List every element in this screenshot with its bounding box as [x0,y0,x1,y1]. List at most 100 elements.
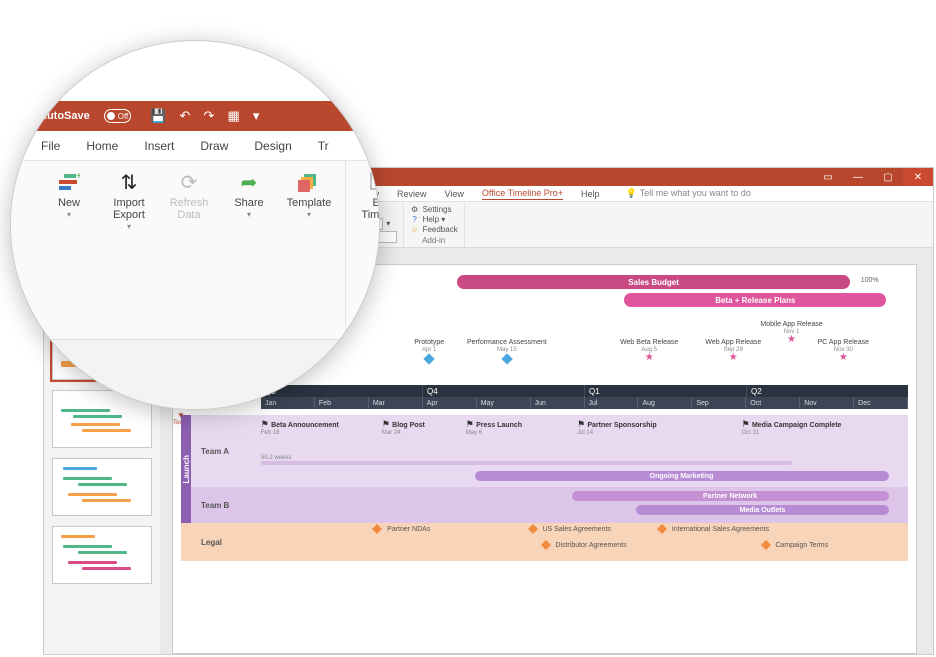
qat-more-icon[interactable]: ▾ [253,108,260,123]
refresh-icon: ⟳ [181,169,198,195]
help-icon: ? [410,215,420,224]
feedback-icon: ☺ [410,225,420,234]
zoom-ribbon-group-edit: Edit Timeline Edi Da [346,161,380,339]
zoom-tab-design[interactable]: Design [254,139,291,153]
sales-budget-bar: Sales Budget [457,275,850,289]
thumbnail-5[interactable] [52,526,152,584]
undo-icon[interactable]: ↶ [180,108,191,123]
svg-text:+: + [76,172,80,182]
beta-release-bar: Beta + Release Plans [624,293,886,307]
month-cell: Aug [638,397,692,409]
legal-diamond [373,524,383,534]
legal-diamond-label: Distributor Agreements [555,542,626,549]
legal-diamond [528,524,538,534]
milestone: Mobile App ReleaseNov 1★ [760,321,822,345]
zoom-titlebar: AutoSave Off 💾 ↶ ↷ ▦ ▾ [11,101,379,131]
addin-caption: Add-in [410,236,458,245]
new-icon: + [58,169,80,195]
team-a-track-bar [261,461,792,465]
month-cell: Jun [531,397,585,409]
swimlanes: Launch Team A ⚑ Beta AnnouncementFeb 18⚑… [181,415,908,645]
flag-milestone: ⚑ Press LaunchMay 6 [466,419,522,436]
share-icon: ➦ [241,169,258,195]
milestone: Web App ReleaseSep 29★ [705,339,761,363]
sales-budget-percent: 100% [861,277,879,284]
sales-budget-label: Sales Budget [457,275,850,289]
settings-icon: ⚙ [410,205,420,214]
tab-review[interactable]: Review [397,189,427,199]
feedback-button[interactable]: Feedback [423,225,458,234]
milestone: PrototypeApr 1 [414,339,444,363]
launch-lane: Launch Team A ⚑ Beta AnnouncementFeb 18⚑… [181,415,908,523]
settings-button[interactable]: Settings [423,205,452,214]
share-button[interactable]: ➦ Share▾ [225,169,273,331]
quarter-cell: Q1 [585,385,747,397]
month-cell: Jul [585,397,639,409]
window-restore-icon[interactable]: ▢ [873,168,903,186]
refresh-data-button: ⟳ Refresh Data [165,169,213,331]
beta-release-label: Beta + Release Plans [624,293,886,307]
legal-lane: Legal Partner NDAs US Sales Agreements Dis… [181,523,908,561]
legal-diamond [541,540,551,550]
month-cell: Sep [692,397,746,409]
template-button[interactable]: Template▾ [285,169,333,331]
zoom-tab-home[interactable]: Home [86,139,118,153]
ribbon-group-addin: ⚙Settings ?Help ▾ ☺Feedback Add-in [404,202,465,247]
zoom-ribbon: + New▾ ⇅ Import Export▾ ⟳ Refresh Data ➦… [11,161,379,339]
media-outlets-bar: Media Outlets [636,505,888,515]
edit-timeline-icon [370,169,380,195]
zoom-ribbon-group-timeline: + New▾ ⇅ Import Export▾ ⟳ Refresh Data ➦… [33,161,346,339]
tab-office-timeline[interactable]: Office Timeline Pro+ [482,188,563,200]
legal-diamond [761,540,771,550]
zoom-tab-insert[interactable]: Insert [144,139,174,153]
window-other-icon[interactable]: ▭ [813,168,843,186]
partner-network-bar: Partner Network [572,491,889,501]
flag-milestone: ⚑ Blog PostMar 24 [382,419,425,436]
window-minimize-icon[interactable]: — [843,168,873,186]
zoom-lens: AutoSave Off 💾 ↶ ↷ ▦ ▾ File Home Insert … [10,40,380,410]
autosave-toggle[interactable]: Off [104,109,132,123]
zoom-thumbnail-strip [11,339,379,409]
save-icon[interactable]: 💾 [150,108,166,123]
thumbnail-4[interactable] [52,458,152,516]
legal-label: Legal [201,523,261,561]
team-a-row: Team A ⚑ Beta AnnouncementFeb 18⚑ Blog P… [191,415,908,487]
month-cell: Oct [746,397,800,409]
help-button[interactable]: Help ▾ [423,215,446,224]
zoom-tab-file[interactable]: File [41,139,60,153]
month-cell: Apr [423,397,477,409]
flag-milestone: ⚑ Partner SponsorshipJul 14 [577,419,657,436]
month-cell: May [477,397,531,409]
zoom-tab-transitions[interactable]: Tr [318,139,329,153]
team-b-row: Team B Partner Network Media Outlets [191,487,908,523]
legal-diamond-label: Campaign Terms [775,542,828,549]
flag-milestone: ⚑ Beta AnnouncementFeb 18 [261,419,339,436]
dropdown-icon[interactable]: ▾ [386,219,390,228]
ongoing-marketing-bar: Ongoing Marketing [475,471,889,481]
legal-diamond-label: US Sales Agreements [542,526,610,533]
legal-diamond [657,524,667,534]
zoom-tab-draw[interactable]: Draw [200,139,228,153]
template-icon [298,169,320,195]
quick-access-toolbar: 💾 ↶ ↷ ▦ ▾ [145,108,264,124]
import-export-button[interactable]: ⇅ Import Export▾ [105,169,153,331]
flag-milestone: ⚑ Media Campaign CompleteOct 31 [742,419,842,436]
new-button[interactable]: + New▾ [45,169,93,331]
milestone: PC App ReleaseNov 30★ [818,339,869,363]
tell-me-search[interactable]: 💡Tell me what you want to do [626,188,751,199]
legal-diamond-label: International Sales Agreements [672,526,769,533]
window-close-icon[interactable]: ✕ [903,168,933,186]
milestone: Web Beta ReleaseAug 5★ [620,339,678,363]
legal-diamond-label: Partner NDAs [387,526,430,533]
bulb-icon: 💡 [626,188,637,198]
quarter-cell: Q4 [423,385,585,397]
presentation-icon[interactable]: ▦ [227,108,239,123]
month-cell: Dec [854,397,908,409]
quarter-cell: Q2 [747,385,908,397]
edit-timeline-button[interactable]: Edit Timeline [358,169,380,331]
tab-help[interactable]: Help [581,189,600,199]
legal-header-strip [181,523,191,561]
zoom-tabs: File Home Insert Draw Design Tr [11,131,379,161]
tab-view[interactable]: View [445,189,464,199]
redo-icon[interactable]: ↷ [204,108,215,123]
